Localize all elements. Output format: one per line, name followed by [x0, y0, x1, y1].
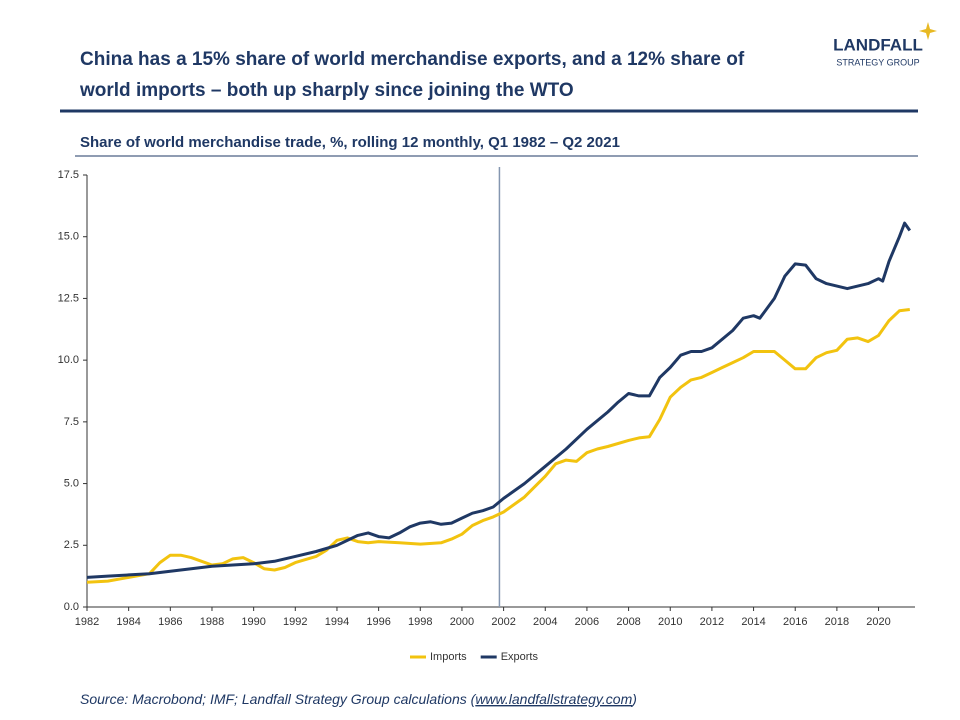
x-tick-label: 2020 [866, 616, 890, 628]
x-tick-label: 1986 [158, 616, 182, 628]
y-tick-label: 2.5 [64, 539, 79, 551]
subtitle: Share of world merchandise trade, %, rol… [80, 134, 620, 151]
x-tick-label: 2018 [825, 616, 849, 628]
x-tick-label: 2002 [491, 616, 515, 628]
legend-label: Exports [501, 651, 539, 663]
source: Source: Macrobond; IMF; Landfall Strateg… [80, 691, 637, 707]
y-tick-label: 15.0 [58, 231, 79, 243]
x-tick-label: 1990 [241, 616, 265, 628]
x-tick-label: 1996 [366, 616, 390, 628]
y-tick-label: 17.5 [58, 169, 79, 181]
x-tick-label: 1988 [200, 616, 224, 628]
x-tick-label: 1994 [325, 616, 349, 628]
x-tick-label: 2014 [741, 616, 765, 628]
y-tick-label: 10.0 [58, 354, 79, 366]
y-tick-label: 5.0 [64, 477, 79, 489]
x-tick-label: 2012 [700, 616, 724, 628]
source-text: ) [630, 691, 637, 707]
x-tick-label: 2010 [658, 616, 682, 628]
source-link[interactable]: www.landfallstrategy.com [475, 691, 632, 707]
logo-name: LANDFALL [833, 35, 923, 54]
x-tick-label: 1982 [75, 616, 99, 628]
logo-star [919, 22, 937, 40]
y-tick-label: 7.5 [64, 416, 79, 428]
source-text: Source: Macrobond; IMF; Landfall Strateg… [80, 691, 477, 707]
series-line [86, 308, 910, 584]
y-tick-label: 12.5 [58, 292, 79, 304]
x-tick-label: 1984 [116, 616, 140, 628]
x-tick-label: 2000 [450, 616, 474, 628]
y-tick-label: 0.0 [64, 601, 79, 613]
logo-sub: STRATEGY GROUP [836, 57, 919, 67]
x-tick-label: 1992 [283, 616, 307, 628]
title-line: China has a 15% share of world merchandi… [80, 49, 745, 70]
x-tick-label: 1998 [408, 616, 432, 628]
title-line: world imports – both up sharply since jo… [79, 80, 574, 101]
legend-label: Imports [430, 651, 467, 663]
x-tick-label: 2016 [783, 616, 807, 628]
series-line [86, 221, 912, 579]
x-tick-label: 2008 [616, 616, 640, 628]
x-tick-label: 2006 [575, 616, 599, 628]
x-tick-label: 2004 [533, 616, 557, 628]
